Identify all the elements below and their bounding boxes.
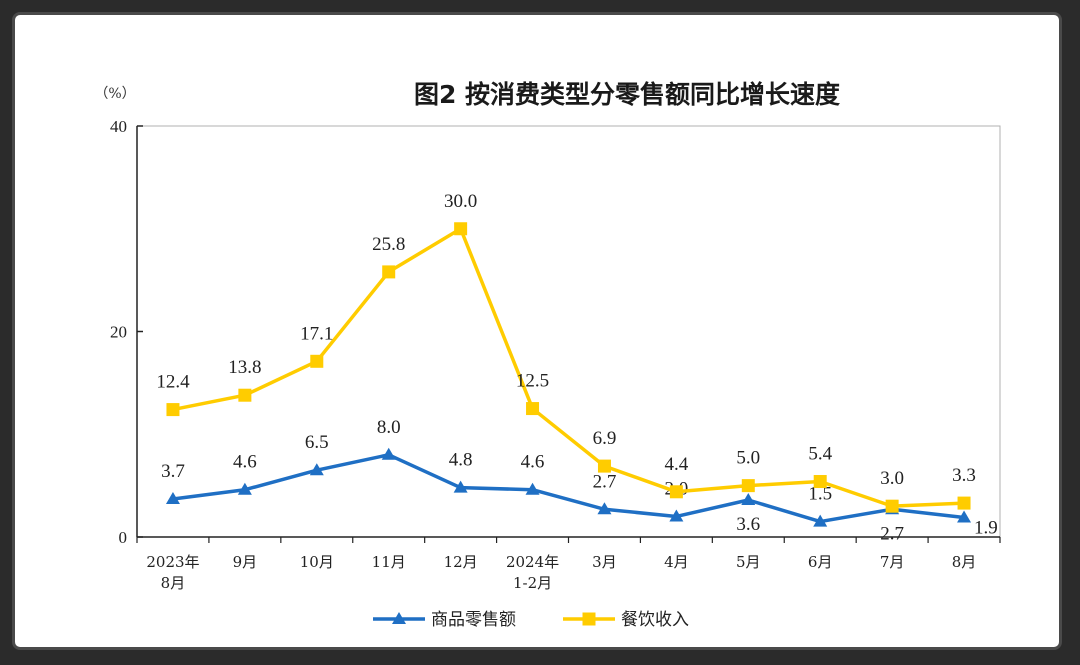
data-point-square <box>885 499 899 513</box>
plot-border <box>136 125 1001 538</box>
x-tick-label: 2024年 1-2月 <box>506 553 559 592</box>
chart-title: 图2 按消费类型分零售额同比增长速度 <box>414 80 840 109</box>
x-tick-label-line: 6月 <box>808 553 833 571</box>
data-point-square <box>597 459 611 473</box>
data-label: 4.6 <box>233 452 257 473</box>
series-line-2 <box>172 227 965 508</box>
data-point-square <box>669 485 683 499</box>
x-tick-label: 4月 <box>664 553 689 571</box>
x-tick-label-line: 1-2月 <box>513 574 552 592</box>
data-label: 6.9 <box>593 428 617 449</box>
data-point-square <box>382 265 396 279</box>
x-tick-label: 7月 <box>880 553 905 571</box>
data-label: 4.6 <box>521 452 545 473</box>
data-label: 13.8 <box>228 357 261 378</box>
legend-marker-square <box>582 612 596 626</box>
retail-growth-line-chart: 图2 按消费类型分零售额同比增长速度 （%） 0 20 40 2023年 8月 9月 10月… <box>94 80 1001 630</box>
data-point-triangle <box>165 491 180 504</box>
data-point-triangle <box>381 447 396 460</box>
y-tick-label: 20 <box>110 323 127 342</box>
x-tick-label-line: 11月 <box>372 553 406 571</box>
data-label: 1.5 <box>808 484 832 505</box>
data-point-square <box>526 402 540 416</box>
data-label: 2.7 <box>593 471 617 492</box>
data-point-square <box>957 496 971 510</box>
chart-frame: 图2 按消费类型分零售额同比增长速度 （%） 0 20 40 2023年 8月 9月 10月… <box>12 12 1062 650</box>
x-tick-label: 6月 <box>808 553 833 571</box>
data-label: 3.3 <box>952 465 976 486</box>
data-label: 8.0 <box>377 417 401 438</box>
data-point-triangle <box>237 482 252 495</box>
y-tick-label: 40 <box>110 117 127 136</box>
data-point-triangle <box>309 463 324 476</box>
data-point-square <box>813 475 827 489</box>
x-tick-label-line: 3月 <box>592 553 617 571</box>
data-label: 25.8 <box>372 234 405 255</box>
data-label: 4.4 <box>665 454 689 475</box>
data-label: 12.5 <box>516 371 549 392</box>
x-tick-label: 11月 <box>372 553 406 571</box>
data-label: 3.7 <box>161 461 185 482</box>
data-label: 5.0 <box>736 448 760 469</box>
data-label: 6.5 <box>305 432 329 453</box>
data-label: 4.8 <box>449 450 473 471</box>
x-tick-label-line: 2024年 <box>506 553 559 571</box>
x-tick-label: 3月 <box>592 553 617 571</box>
x-tick-label-line: 8月 <box>952 553 977 571</box>
data-label: 3.0 <box>880 468 904 489</box>
plot-area: 0 20 40 2023年 8月 9月 10月 11月 12月 2024年 1-2月 3月 4月 5月 6月… <box>110 117 1001 592</box>
data-label: 30.0 <box>444 191 477 212</box>
data-label: 5.4 <box>808 444 832 465</box>
y-axis-unit-label: （%） <box>94 86 135 102</box>
series-line-1 <box>172 453 965 524</box>
x-tick-label-line: 8月 <box>161 574 186 592</box>
data-point-triangle <box>957 510 972 523</box>
x-tick-label: 2023年 8月 <box>146 553 199 592</box>
data-point-triangle <box>525 482 540 495</box>
data-point-square <box>741 479 755 493</box>
data-point-square <box>454 222 468 236</box>
x-tick-label-line: 5月 <box>736 553 761 571</box>
data-label: 1.9 <box>974 517 998 538</box>
x-tick-label: 10月 <box>300 553 334 571</box>
y-tick-label: 0 <box>119 528 128 547</box>
data-point-square <box>310 354 324 368</box>
data-point-square <box>238 388 252 402</box>
x-tick-label: 12月 <box>444 553 478 571</box>
data-point-square <box>166 403 180 417</box>
data-label: 2.7 <box>880 523 904 544</box>
x-tick-label-line: 7月 <box>880 553 905 571</box>
data-label: 17.1 <box>300 323 333 344</box>
x-tick-label: 5月 <box>736 553 761 571</box>
data-point-triangle <box>453 480 468 493</box>
x-tick-label-line: 4月 <box>664 553 689 571</box>
x-tick-label-line: 2023年 <box>146 553 199 571</box>
x-tick-label-line: 12月 <box>444 553 478 571</box>
data-point-triangle <box>669 509 684 522</box>
x-tick-label: 8月 <box>952 553 977 571</box>
data-label: 12.4 <box>156 372 190 393</box>
legend-entry-label: 餐饮收入 <box>621 610 689 630</box>
legend-marker-triangle <box>392 612 406 624</box>
data-label: 3.6 <box>736 514 760 535</box>
x-tick-label-line: 10月 <box>300 553 334 571</box>
legend-entry-label: 商品零售额 <box>431 610 516 630</box>
x-tick-label-line: 9月 <box>233 553 258 571</box>
legend: 商品零售额 餐饮收入 <box>373 610 689 630</box>
x-tick-label: 9月 <box>233 553 258 571</box>
data-point-triangle <box>597 502 612 515</box>
data-point-triangle <box>741 493 756 506</box>
data-point-triangle <box>813 514 828 527</box>
